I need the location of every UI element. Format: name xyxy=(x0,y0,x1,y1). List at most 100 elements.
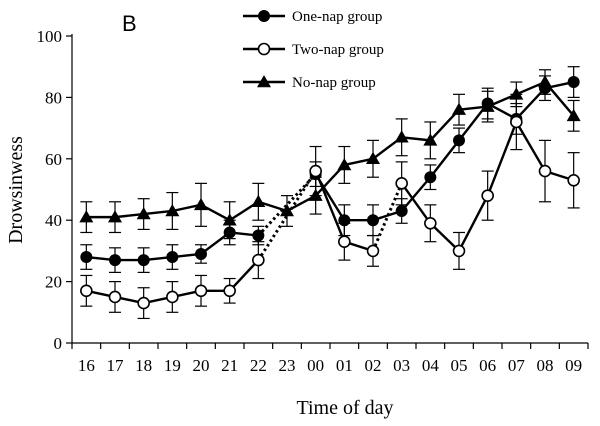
legend-item-3: No-nap group xyxy=(243,75,376,91)
y-tick-label: 80 xyxy=(45,88,62,107)
axes: 0 20 40 60 80 100 16 17 18 19 20 21 22 23 00 01 02 03 04 05… xyxy=(37,27,589,375)
legend-label: Two-nap group xyxy=(292,42,384,58)
legend-label: One-nap group xyxy=(292,9,382,25)
legend-item-2: Two-nap group xyxy=(243,42,384,58)
series-line-segment xyxy=(544,81,575,117)
legend: One-nap group Two-nap group No-nap group xyxy=(243,9,384,91)
data-point xyxy=(136,207,151,220)
data-point xyxy=(424,171,437,184)
data-point xyxy=(166,290,179,304)
data-point xyxy=(80,251,93,264)
legend-marker xyxy=(257,75,271,88)
data-point xyxy=(452,102,466,115)
series-line-segment xyxy=(228,259,260,292)
series-line-segment xyxy=(314,170,346,243)
y-axis-title: Drowsinwess xyxy=(5,136,27,244)
legend-marker xyxy=(258,10,270,22)
series-line-segment xyxy=(143,209,173,216)
series-line-segment xyxy=(515,87,546,120)
series-line-segment xyxy=(344,157,374,167)
data-point xyxy=(337,157,352,171)
x-tick-label: 06 xyxy=(479,356,496,375)
x-tick-label: 19 xyxy=(164,356,181,375)
series-1 xyxy=(80,66,580,273)
series-line-segment xyxy=(400,182,432,224)
x-tick-label: 18 xyxy=(135,356,152,375)
data-point xyxy=(252,229,265,242)
data-point xyxy=(453,134,465,147)
data-point xyxy=(424,216,437,230)
data-point xyxy=(338,235,351,248)
series-layer xyxy=(79,66,581,320)
data-point xyxy=(538,164,552,178)
data-point xyxy=(309,164,322,178)
data-point xyxy=(252,253,265,267)
data-point xyxy=(366,244,380,258)
data-point xyxy=(165,203,180,217)
data-point xyxy=(394,130,409,143)
y-tick-label: 60 xyxy=(45,150,62,169)
data-point xyxy=(195,247,207,260)
x-tick-label: 03 xyxy=(393,356,410,375)
data-point xyxy=(166,251,179,264)
data-point xyxy=(566,108,581,122)
data-point xyxy=(79,210,94,223)
series-line-segment xyxy=(172,203,202,213)
data-point xyxy=(109,254,121,267)
series-line-segment xyxy=(114,212,144,219)
data-point xyxy=(251,194,266,208)
x-tick-label: 01 xyxy=(336,356,353,375)
series-dotted-segment xyxy=(371,182,404,252)
series-line-segment xyxy=(429,222,460,252)
data-point xyxy=(223,284,236,298)
y-tick-label: 0 xyxy=(54,334,63,353)
legend-item-1: One-nap group xyxy=(243,9,382,25)
x-tick-label: 05 xyxy=(451,356,468,375)
data-point xyxy=(567,173,580,187)
series-line-segment xyxy=(457,195,489,252)
data-point xyxy=(567,76,580,89)
data-point xyxy=(366,151,380,165)
data-point xyxy=(367,214,379,227)
x-axis-title: Time of day xyxy=(296,397,393,419)
data-point xyxy=(395,204,408,217)
x-tick-label: 07 xyxy=(508,356,526,375)
data-point xyxy=(480,99,495,112)
legend-marker xyxy=(257,42,271,56)
x-tick-label: 23 xyxy=(279,356,296,375)
series-line-segment xyxy=(458,105,488,111)
data-point xyxy=(222,213,237,226)
data-point xyxy=(538,75,552,88)
series-dotted-segment xyxy=(257,170,317,261)
x-tick-label: 02 xyxy=(365,356,382,375)
y-tick-label: 20 xyxy=(45,273,62,292)
data-point xyxy=(280,203,294,217)
data-point xyxy=(137,296,150,310)
legend-label: No-nap group xyxy=(292,75,376,91)
data-point xyxy=(308,188,323,201)
x-tick-label: 09 xyxy=(565,356,582,375)
data-point xyxy=(194,284,208,298)
data-point xyxy=(452,244,466,258)
series-line-segment xyxy=(401,136,431,142)
data-point xyxy=(509,87,524,100)
data-point xyxy=(80,284,93,298)
x-tick-label: 17 xyxy=(107,356,125,375)
data-point xyxy=(108,290,122,304)
data-point xyxy=(395,177,408,190)
data-point xyxy=(108,210,122,223)
x-tick-label: 08 xyxy=(537,356,554,375)
data-point xyxy=(194,197,208,211)
x-tick-label: 04 xyxy=(422,356,440,375)
x-tick-label: 16 xyxy=(78,356,95,375)
data-point xyxy=(481,189,494,202)
series-2 xyxy=(80,93,580,320)
x-tick-label: 21 xyxy=(221,356,238,375)
panel-letter: B xyxy=(122,11,137,36)
y-tick-label: 100 xyxy=(37,27,63,46)
x-tick-label: 20 xyxy=(193,356,210,375)
data-point xyxy=(423,133,438,146)
series-line-segment xyxy=(515,121,547,172)
y-tick-label: 40 xyxy=(45,211,62,230)
